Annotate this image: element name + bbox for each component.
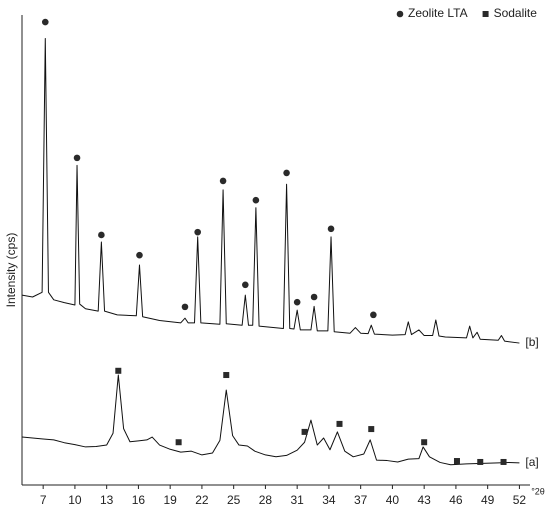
trace — [21, 38, 520, 344]
x-tick-label: 34 — [322, 493, 336, 507]
legend-marker — [482, 11, 489, 17]
zeolite-marker — [98, 231, 105, 239]
trace-label: [b] — [525, 335, 538, 349]
zeolite-marker — [194, 228, 201, 236]
legend-marker — [396, 10, 404, 18]
x-axis-label: °2θ — [531, 486, 545, 496]
x-tick-label: 43 — [417, 493, 431, 507]
y-axis-label: Intensity (cps) — [4, 233, 18, 308]
x-tick-label: 49 — [481, 493, 495, 507]
trace-label: [a] — [525, 455, 538, 469]
sodalite-marker — [336, 420, 343, 427]
x-tick-label: 22 — [195, 493, 209, 507]
x-tick-label: 37 — [354, 493, 368, 507]
zeolite-marker — [310, 293, 318, 301]
sodalite-marker — [477, 458, 484, 465]
x-tick-label: 25 — [227, 493, 241, 507]
zeolite-marker — [73, 154, 81, 162]
zeolite-marker — [293, 298, 301, 306]
x-tick-label: 16 — [132, 493, 146, 507]
sodalite-marker — [301, 428, 308, 435]
x-tick-label: 13 — [100, 493, 114, 507]
trace — [21, 374, 520, 466]
zeolite-marker — [252, 196, 260, 204]
x-tick-label: 31 — [290, 493, 304, 507]
zeolite-marker — [242, 281, 249, 289]
sodalite-marker — [500, 458, 507, 465]
sodalite-marker — [368, 426, 375, 433]
sodalite-marker — [421, 439, 428, 446]
x-tick-label: 7 — [40, 493, 47, 507]
sodalite-marker — [115, 367, 122, 374]
zeolite-marker — [136, 251, 143, 259]
x-tick-label: 10 — [68, 493, 82, 507]
x-tick-label: 52 — [513, 493, 527, 507]
zeolite-marker — [219, 177, 227, 185]
x-tick-label: 19 — [163, 493, 177, 507]
legend-label: Sodalite — [494, 6, 538, 20]
sodalite-marker — [175, 439, 182, 446]
sodalite-marker — [453, 458, 460, 465]
sodalite-marker — [223, 372, 230, 379]
zeolite-marker — [370, 311, 377, 319]
zeolite-marker — [283, 169, 290, 177]
x-tick-label: 28 — [259, 493, 273, 507]
legend-label: Zeolite LTA — [408, 6, 468, 20]
x-tick-label: 46 — [449, 493, 463, 507]
zeolite-marker — [327, 225, 335, 233]
zeolite-marker — [41, 18, 49, 26]
x-tick-label: 40 — [386, 493, 400, 507]
zeolite-marker — [181, 303, 189, 311]
